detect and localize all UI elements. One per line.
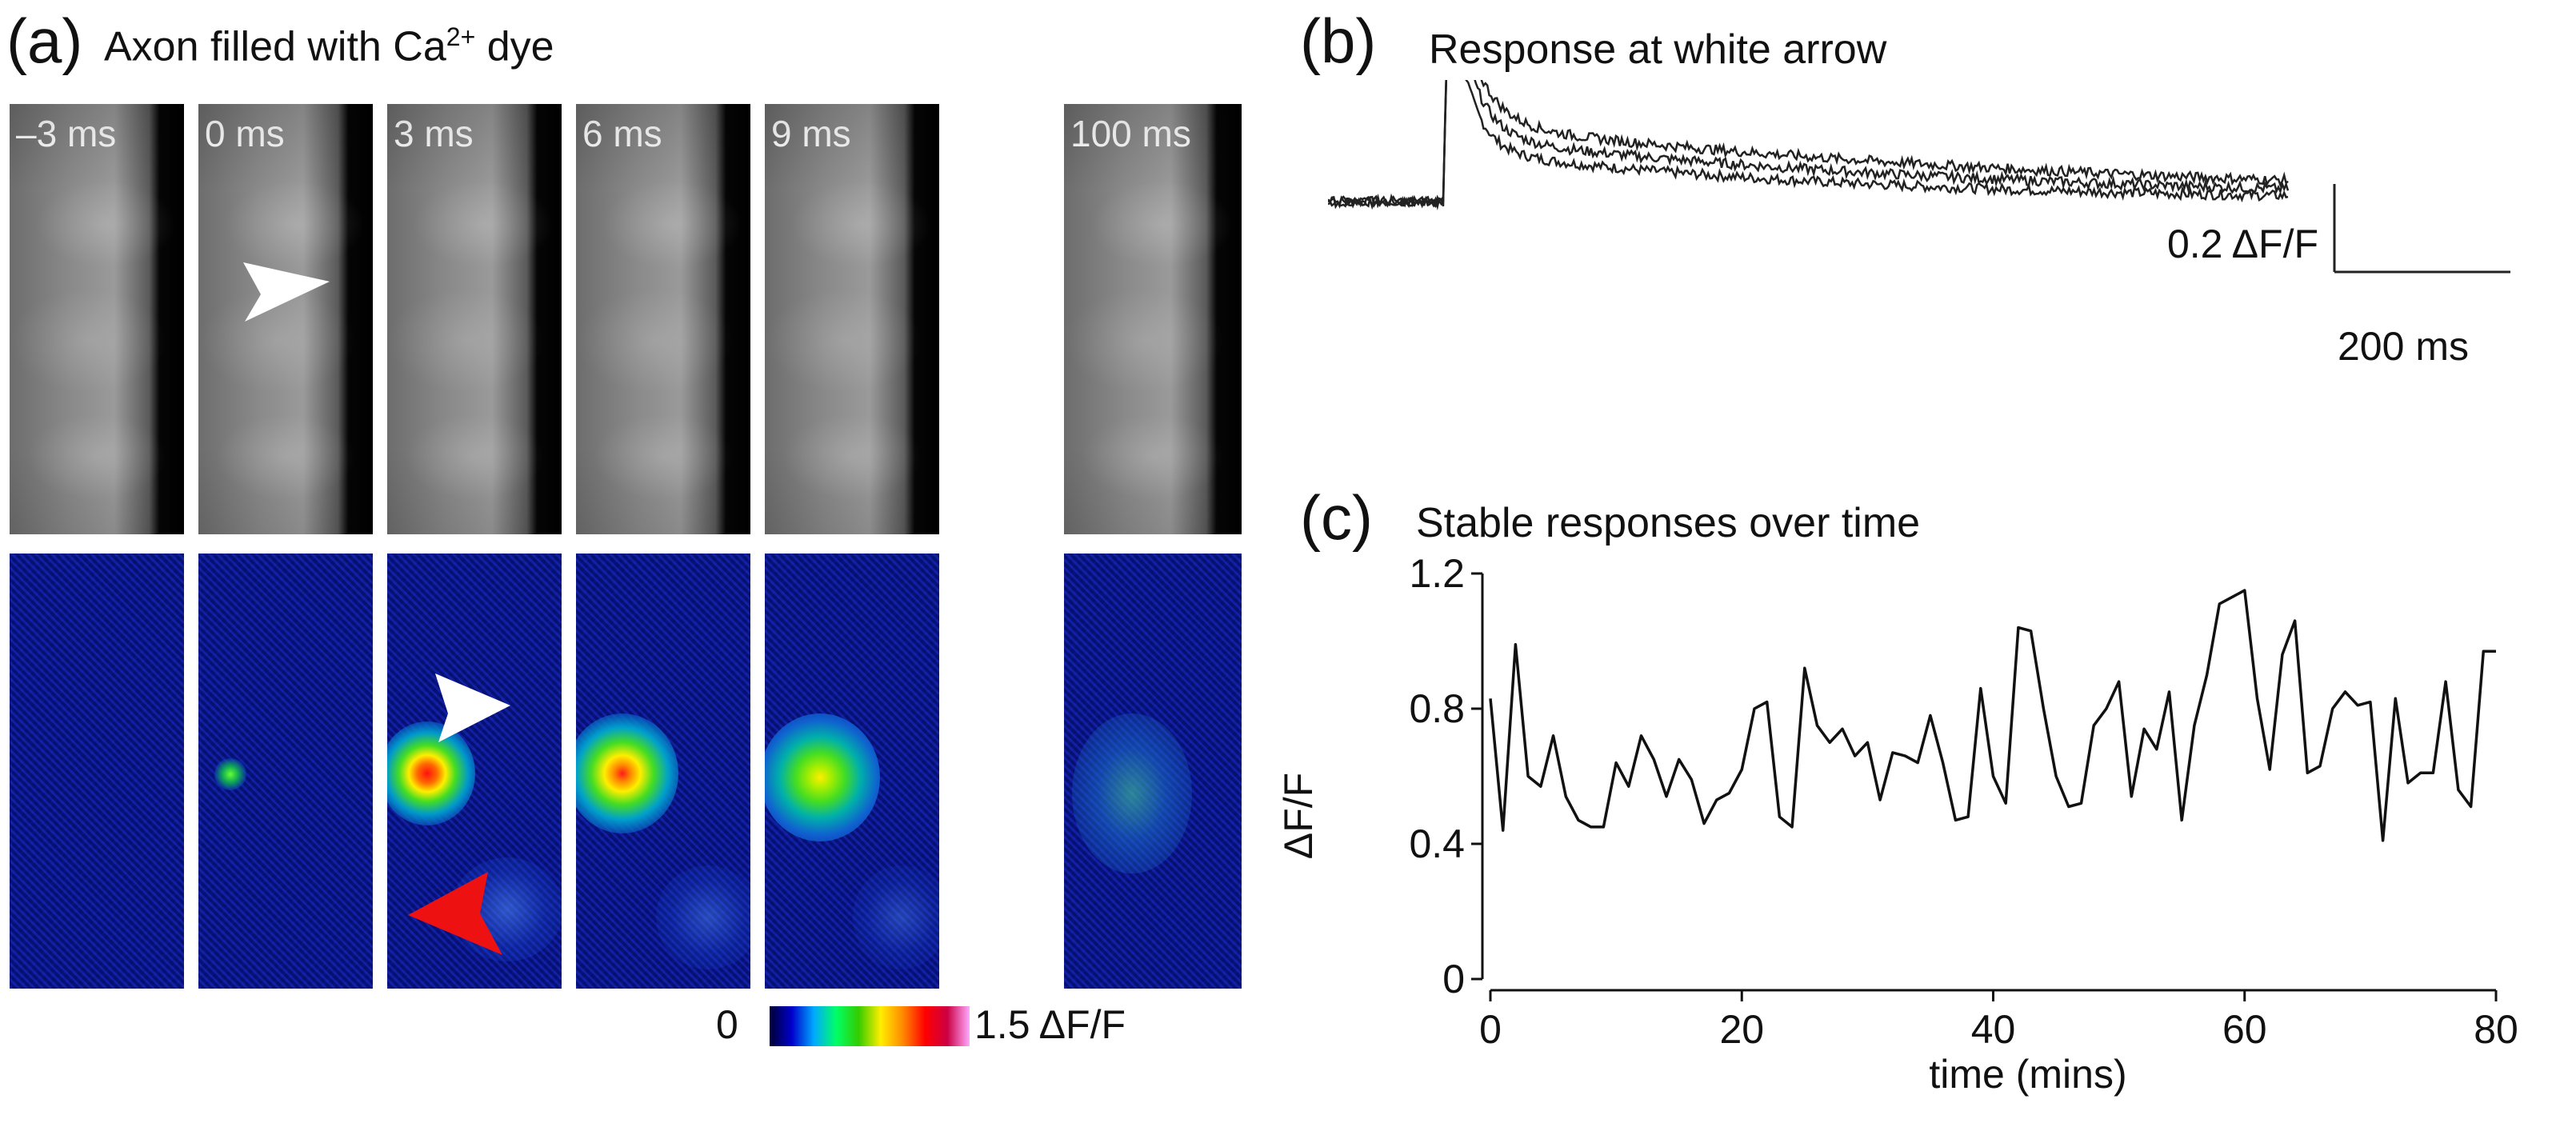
x-tick-label: 20 [1719, 1007, 1764, 1052]
frame-time-label: 0 ms [205, 113, 285, 154]
panel-a-title: Axon filled with Ca2+ dye [104, 24, 554, 67]
response-trace-3 [1328, 80, 2289, 210]
gray-frame-5: 9 ms [765, 104, 939, 534]
calcium-hotspot [576, 713, 678, 833]
axes-group: 0 0.4 0.8 1.2 0 20 40 60 80 [1409, 551, 2518, 1052]
x-axis-label: time (mins) [1929, 1052, 2126, 1097]
panel-c-label: (c) [1300, 482, 1373, 553]
panel-b-chart: 0.2 ΔF/F 200 ms [1328, 80, 2510, 369]
frame-time-label: 6 ms [582, 113, 662, 154]
panel-a-title-sup: 2+ [446, 22, 476, 51]
response-trace-1 [1328, 80, 2289, 210]
gray-frame-3: 3 ms [387, 104, 562, 534]
dff-frame-1 [10, 554, 184, 989]
frame-time-label: –3 ms [16, 113, 117, 154]
x-tick-label: 80 [2474, 1007, 2518, 1052]
dff-frame-6 [1064, 554, 1242, 989]
colorbar [770, 1006, 970, 1046]
series-group [1489, 589, 2496, 842]
panel-b-title: Response at white arrow [1429, 26, 1887, 73]
y-tick-label: 0 [1442, 957, 1465, 1001]
dff-frame-3 [387, 554, 562, 989]
frame-time-label: 9 ms [771, 113, 851, 154]
panel-a-title-suffix: dye [475, 23, 554, 70]
y-axis-label: ΔF/F [1276, 773, 1321, 859]
calcium-hotspot [387, 721, 475, 825]
x-tick-label: 40 [1971, 1007, 2016, 1052]
white-arrowhead-icon [435, 673, 510, 742]
dff-frame-2 [198, 554, 373, 989]
calcium-hotspot [214, 758, 246, 790]
white-arrowhead-icon [243, 262, 330, 322]
diffuse-signal [656, 865, 750, 969]
scale-bar-y-label: 0.2 ΔF/F [2167, 222, 2318, 266]
gray-frame-1: –3 ms [10, 104, 184, 534]
response-trace-2 [1328, 80, 2290, 210]
frame-time-label: 3 ms [394, 113, 474, 154]
response-series-line [1489, 589, 2496, 842]
dff-frame-5 [765, 554, 939, 989]
dff-frame-4 [576, 554, 750, 989]
panel-a: (a) Axon filled with Ca2+ dye –3 ms 0 ms… [0, 0, 1242, 1123]
x-tick-label: 0 [1479, 1007, 1502, 1052]
panel-c-chart: 0 0.4 0.8 1.2 0 20 40 60 80 ΔF/F time (mins) [1276, 551, 2518, 1097]
panel-b-label: (b) [1300, 6, 1377, 76]
gray-frame-2: 0 ms [198, 104, 373, 534]
gray-frame-4: 6 ms [576, 104, 750, 534]
y-tick-label: 1.2 [1409, 551, 1465, 596]
x-tick-label: 60 [2222, 1007, 2267, 1052]
y-tick-label: 0.4 [1409, 821, 1465, 866]
frame-time-label: 100 ms [1070, 113, 1191, 154]
trace-group [1328, 80, 2290, 210]
colorbar-min-label: 0 [716, 1002, 738, 1047]
scale-bar-x-label: 200 ms [2338, 324, 2469, 369]
gray-frame-6: 100 ms [1064, 104, 1242, 534]
calcium-hotspot [765, 713, 880, 841]
panel-a-title-text: Axon filled with Ca [104, 23, 446, 70]
red-arrowhead-icon [408, 872, 502, 955]
panel-c-title: Stable responses over time [1416, 500, 1921, 546]
y-tick-label: 0.8 [1409, 686, 1465, 731]
colorbar-max-label: 1.5 ΔF/F [974, 1002, 1126, 1047]
diffuse-signal [1072, 713, 1192, 873]
panel-a-label: (a) [6, 6, 83, 76]
diffuse-signal [853, 865, 939, 969]
